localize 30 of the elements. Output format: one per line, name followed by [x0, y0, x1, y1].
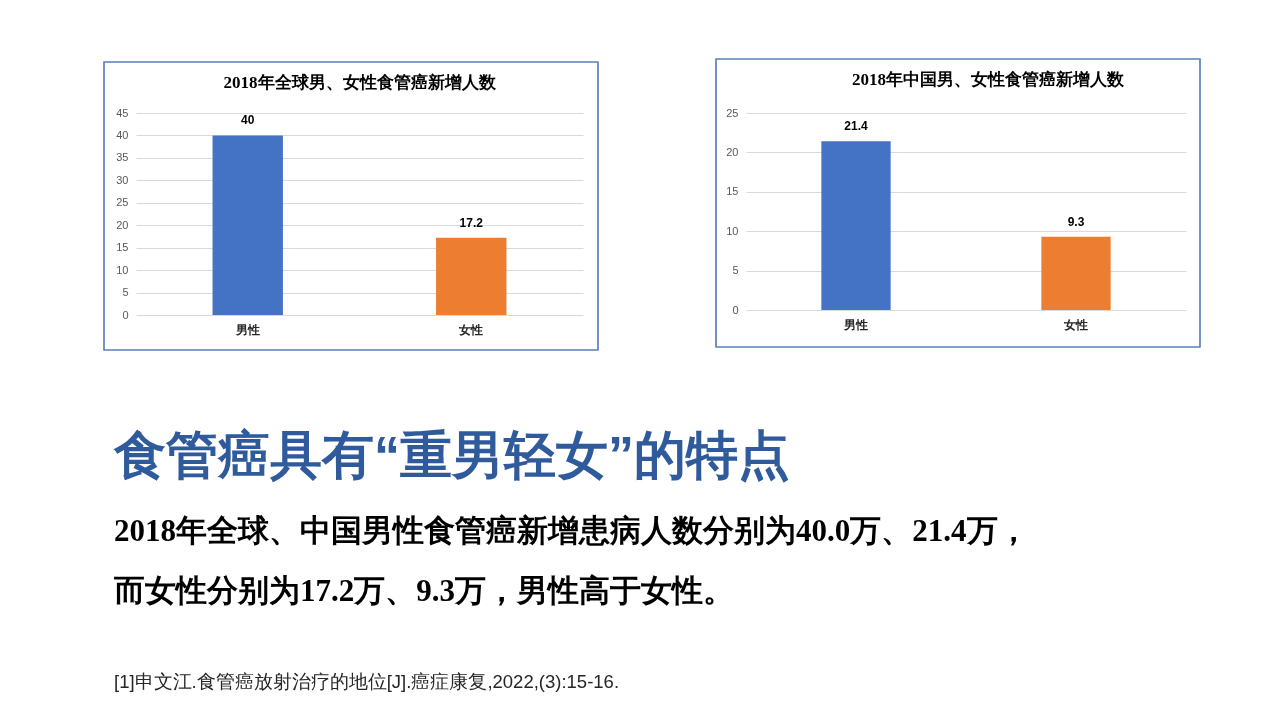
data-label: 17.2 — [459, 215, 484, 230]
y-tick-label: 0 — [732, 303, 739, 316]
data-label: 40 — [241, 113, 255, 128]
text: [1]申文江.食管癌放射治疗的地位[J].癌症康复,2022,(3):15-16. — [114, 671, 620, 692]
x-tick-label: 女性 — [458, 322, 484, 337]
y-tick-label: 35 — [116, 151, 129, 164]
chart-title: 2018年中国男、女性食管癌新增人数 — [852, 70, 1125, 90]
y-tick-label: 25 — [116, 196, 129, 209]
y-tick-label: 45 — [116, 106, 129, 119]
data-label: 21.4 — [844, 119, 868, 134]
x-tick-label: 男性 — [843, 317, 868, 332]
x-tick-label: 女性 — [1063, 317, 1088, 332]
y-tick-label: 10 — [116, 263, 129, 276]
y-tick-label: 15 — [726, 185, 739, 198]
y-tick-label: 20 — [726, 145, 739, 158]
text: 2018年全球、中国男性食管癌新增患病人数分别为40.0万、21.4万， — [114, 513, 1029, 548]
y-tick-label: 15 — [116, 241, 129, 254]
x-tick-label: 男性 — [234, 322, 260, 337]
data-label: 9.3 — [1067, 214, 1085, 229]
y-tick-label: 20 — [116, 218, 129, 231]
text: 而女性分别为17.2万、9.3万，男性高于女性。 — [113, 573, 734, 608]
chart-title: 2018年全球男、女性食管癌新增人数 — [223, 73, 497, 93]
y-tick-label: 5 — [122, 286, 129, 299]
text: 食管癌具有“重男轻女”的特点 — [113, 426, 790, 484]
y-tick-label: 0 — [122, 308, 129, 321]
y-tick-label: 5 — [732, 264, 739, 277]
y-tick-label: 40 — [116, 128, 129, 141]
y-tick-label: 30 — [116, 173, 129, 186]
y-tick-label: 25 — [726, 106, 739, 119]
y-tick-label: 10 — [726, 224, 739, 237]
